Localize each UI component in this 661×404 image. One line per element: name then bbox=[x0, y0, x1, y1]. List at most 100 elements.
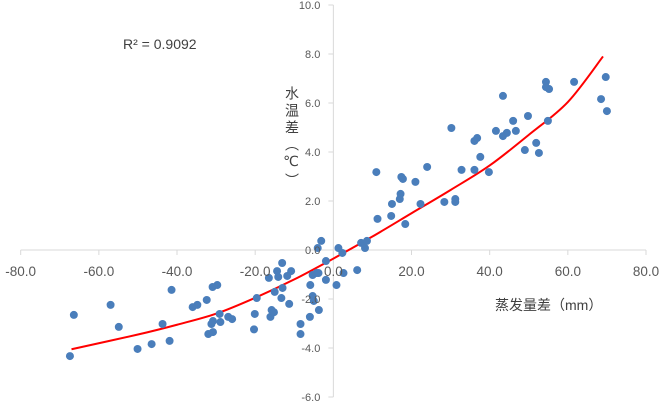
data-point bbox=[69, 310, 78, 319]
data-point bbox=[491, 126, 500, 135]
data-point bbox=[147, 340, 156, 349]
data-point bbox=[511, 126, 520, 135]
data-point bbox=[373, 214, 382, 223]
data-point bbox=[545, 85, 554, 94]
data-point bbox=[457, 165, 466, 174]
data-point bbox=[296, 319, 305, 328]
data-point bbox=[216, 318, 225, 327]
data-point bbox=[314, 306, 323, 315]
data-point bbox=[387, 199, 396, 208]
data-point bbox=[250, 309, 259, 318]
data-point bbox=[502, 128, 511, 137]
data-point bbox=[228, 315, 237, 324]
data-point bbox=[396, 189, 405, 198]
data-point bbox=[411, 177, 420, 186]
data-point bbox=[321, 275, 330, 284]
data-point bbox=[520, 146, 529, 155]
data-point bbox=[570, 77, 579, 86]
data-point bbox=[317, 236, 326, 245]
x-tick-label: -60.0 bbox=[83, 264, 114, 279]
data-point bbox=[543, 116, 552, 125]
data-point bbox=[114, 322, 123, 331]
data-point bbox=[215, 309, 224, 318]
data-point bbox=[277, 294, 286, 303]
data-point bbox=[440, 197, 449, 206]
data-point bbox=[387, 211, 396, 220]
data-point bbox=[361, 244, 370, 253]
x-tick-label: 40.0 bbox=[477, 264, 503, 279]
data-point bbox=[362, 236, 371, 245]
x-tick-label: -40.0 bbox=[162, 264, 193, 279]
data-point bbox=[523, 111, 532, 120]
data-point bbox=[306, 281, 315, 290]
x-tick-label: 60.0 bbox=[555, 264, 581, 279]
data-point bbox=[250, 325, 259, 334]
x-tick-label: 0.0 bbox=[324, 264, 343, 279]
data-point bbox=[353, 266, 362, 275]
y-tick-label: 2.0 bbox=[305, 196, 320, 208]
data-point bbox=[309, 296, 318, 305]
data-point bbox=[509, 116, 518, 125]
trendline-group bbox=[71, 55, 604, 351]
data-point bbox=[601, 73, 610, 82]
data-point bbox=[285, 299, 294, 308]
data-point bbox=[264, 273, 273, 282]
axes bbox=[20, 4, 647, 398]
data-point bbox=[296, 330, 305, 339]
data-point bbox=[278, 258, 287, 267]
x-tick-label: -20.0 bbox=[240, 264, 271, 279]
data-point bbox=[332, 281, 341, 290]
data-point bbox=[208, 317, 217, 326]
y-tick-label: 4.0 bbox=[305, 147, 320, 159]
y-tick-label: 0.0 bbox=[305, 245, 320, 257]
data-point bbox=[532, 138, 541, 147]
y-tick-label: -2.0 bbox=[301, 294, 320, 306]
data-point bbox=[339, 269, 348, 278]
data-point bbox=[476, 152, 485, 161]
data-point bbox=[269, 308, 278, 317]
x-axis-label: 蒸发量差（mm） bbox=[495, 297, 602, 313]
data-point bbox=[165, 336, 174, 345]
data-point bbox=[252, 294, 261, 303]
data-point bbox=[321, 257, 330, 266]
data-point bbox=[423, 162, 432, 171]
y-tick-label: 8.0 bbox=[305, 49, 320, 61]
y-tick-label: 6.0 bbox=[305, 98, 320, 110]
data-point bbox=[602, 107, 611, 116]
data-point bbox=[498, 91, 507, 100]
data-point bbox=[484, 168, 493, 177]
trendline bbox=[71, 55, 604, 351]
data-point bbox=[470, 165, 479, 174]
data-point bbox=[534, 148, 543, 157]
data-point bbox=[313, 244, 322, 253]
data-point bbox=[314, 269, 323, 278]
data-point bbox=[213, 281, 222, 290]
data-point bbox=[106, 300, 115, 309]
data-point bbox=[65, 352, 74, 361]
data-point bbox=[305, 312, 314, 321]
data-point bbox=[287, 267, 296, 276]
data-point bbox=[158, 319, 167, 328]
data-point bbox=[372, 168, 381, 177]
y-tick-label: -4.0 bbox=[301, 343, 320, 355]
data-point bbox=[416, 199, 425, 208]
x-tick-label: 20.0 bbox=[398, 264, 424, 279]
y-tick-label: 10.0 bbox=[299, 0, 320, 12]
data-point bbox=[473, 134, 482, 143]
points-group bbox=[65, 73, 611, 361]
data-point bbox=[597, 95, 606, 104]
data-point bbox=[401, 220, 410, 229]
data-point bbox=[274, 272, 283, 281]
data-point bbox=[133, 344, 142, 353]
tick-labels: -80.0 -60.0 -40.0 -20.0 0.0 20.0 40.0 60.0 80.0 1… bbox=[5, 0, 659, 404]
data-point bbox=[167, 285, 176, 294]
y-axis-label: 水温差（℃） bbox=[283, 86, 299, 190]
data-point bbox=[447, 123, 456, 132]
y-tick-label: -6.0 bbox=[301, 392, 320, 404]
data-point bbox=[278, 283, 287, 292]
data-point bbox=[193, 300, 202, 309]
x-tick-label: 80.0 bbox=[633, 264, 659, 279]
x-tick-label: -80.0 bbox=[5, 264, 36, 279]
data-point bbox=[451, 197, 460, 206]
